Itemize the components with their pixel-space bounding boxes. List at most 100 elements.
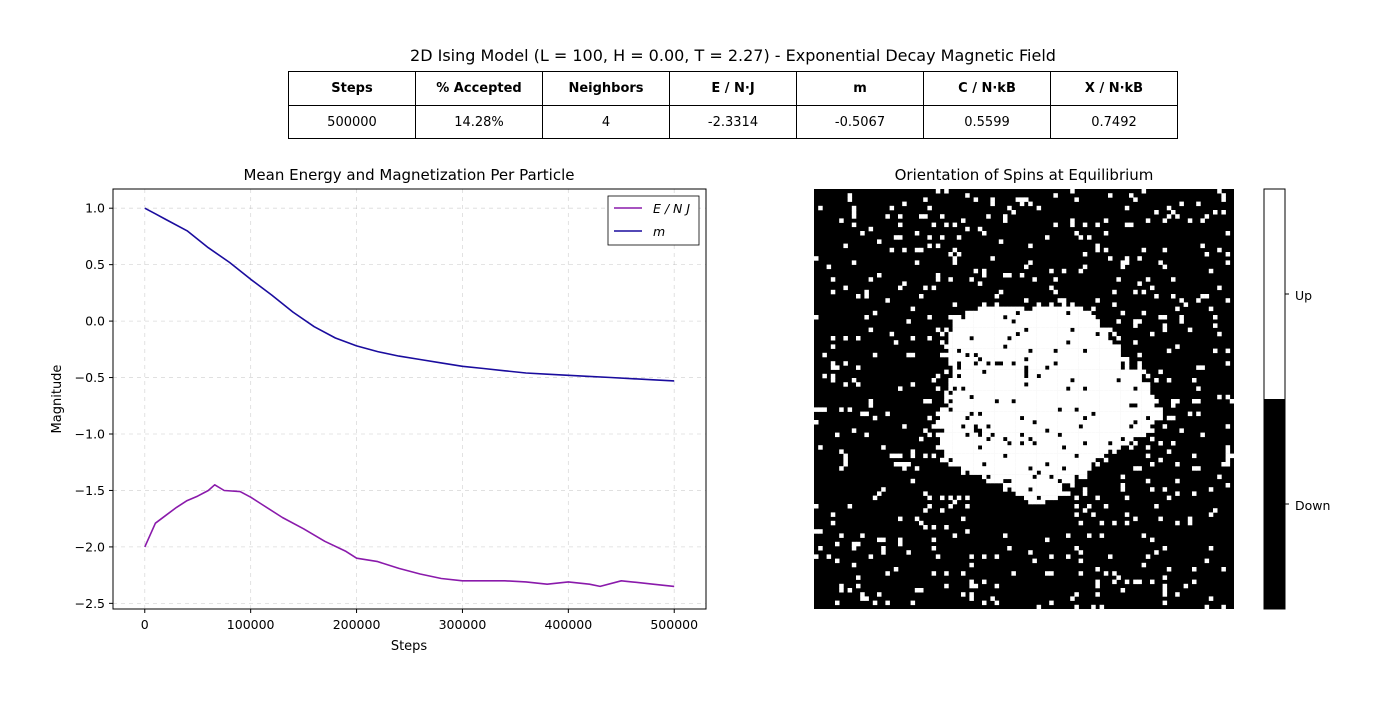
spin-up-cell: [994, 373, 1000, 379]
spin-up-cell: [1141, 394, 1147, 400]
spin-up-cell: [1007, 457, 1012, 463]
spin-up-cell: [998, 352, 1004, 358]
spin-up-cell: [1007, 373, 1012, 379]
spin-up-cell: [982, 319, 987, 324]
spin-up-cell: [1028, 352, 1033, 358]
spin-up-cell: [1007, 436, 1012, 442]
spin-up-cell: [814, 256, 819, 261]
spin-up-cell: [1112, 571, 1117, 576]
spin-up-cell: [1024, 441, 1029, 446]
spin-up-cell: [1204, 214, 1210, 219]
spin-up-cell: [1120, 382, 1126, 387]
spin-up-cell: [1087, 331, 1092, 337]
spin-up-cell: [1124, 222, 1130, 228]
spin-up-cell: [1095, 449, 1100, 454]
spin-up-cell: [1145, 394, 1151, 400]
spin-up-cell: [1007, 369, 1012, 375]
spin-up-cell: [843, 382, 848, 387]
spin-up-cell: [1019, 478, 1025, 484]
spin-up-cell: [1045, 348, 1050, 354]
spin-up-cell: [1045, 386, 1050, 391]
spin-up-cell: [919, 436, 924, 442]
spin-up-cell: [1057, 462, 1063, 467]
spin-up-cell: [847, 193, 853, 198]
spin-up-cell: [1166, 495, 1172, 501]
spin-up-cell: [1024, 394, 1029, 400]
spin-up-cell: [818, 529, 823, 534]
y-tick-label: −1.5: [75, 483, 105, 498]
spin-up-cell: [1099, 399, 1105, 404]
spin-up-cell: [1015, 424, 1021, 429]
spin-up-cell: [977, 281, 983, 286]
spin-up-cell: [1053, 289, 1058, 295]
spin-up-cell: [965, 226, 970, 232]
spin-up-cell: [843, 285, 848, 291]
spin-up-cell: [998, 382, 1004, 387]
spin-up-cell: [1066, 474, 1071, 480]
spin-up-cell: [982, 436, 987, 442]
spin-up-cell: [1045, 352, 1050, 358]
spin-up-cell: [961, 327, 966, 333]
spin-up-cell: [927, 504, 932, 509]
spin-up-cell: [1074, 373, 1079, 379]
spin-up-cell: [1015, 323, 1021, 328]
spin-up-cell: [1036, 348, 1042, 354]
spin-up-cell: [973, 441, 979, 446]
spin-up-cell: [1175, 214, 1180, 219]
spin-up-cell: [906, 352, 911, 358]
spin-up-cell: [1036, 382, 1042, 387]
spin-up-cell: [982, 327, 987, 333]
spin-up-cell: [948, 348, 953, 354]
spin-up-cell: [1007, 361, 1012, 366]
spin-up-cell: [1045, 432, 1050, 438]
spin-up-cell: [1066, 453, 1071, 459]
spin-up-cell: [1103, 247, 1109, 253]
spin-up-cell: [1091, 382, 1096, 387]
spin-up-cell: [1074, 411, 1079, 417]
spin-up-cell: [1091, 348, 1096, 354]
spin-up-cell: [1036, 306, 1042, 312]
spin-up-cell: [1187, 516, 1193, 522]
spin-up-cell: [961, 352, 966, 358]
spin-up-cell: [990, 407, 995, 412]
spin-up-cell: [1045, 571, 1050, 576]
spin-up-cell: [1040, 403, 1046, 408]
spin-up-cell: [1091, 319, 1096, 324]
spin-up-cell: [1019, 420, 1025, 425]
spin-up-cell: [1053, 193, 1058, 198]
spin-up-cell: [956, 420, 962, 425]
spin-up-cell: [1028, 201, 1033, 207]
spin-up-cell: [935, 420, 941, 425]
spin-up-cell: [961, 218, 966, 223]
spin-up-cell: [1007, 432, 1012, 438]
spin-up-cell: [1066, 470, 1071, 475]
spin-up-cell: [1045, 537, 1050, 543]
spin-up-cell: [1103, 441, 1109, 446]
spin-up-cell: [898, 541, 903, 547]
spin-up-cell: [1087, 453, 1092, 459]
spin-up-cell: [1208, 546, 1214, 551]
ticks: 0 100000 200000 300000 400000 5000001.00.50.0…: [75, 201, 698, 632]
spin-up-cell: [1040, 344, 1046, 349]
spin-up-cell: [1175, 306, 1180, 312]
spin-up-cell: [986, 478, 991, 484]
spin-up-cell: [998, 403, 1004, 408]
spin-up-cell: [998, 457, 1004, 463]
spin-up-cell: [1141, 403, 1147, 408]
spin-up-cell: [1015, 352, 1021, 358]
spin-up-cell: [1049, 600, 1054, 606]
spin-up-cell: [994, 378, 1000, 383]
spin-up-cell: [1003, 470, 1008, 475]
table-value-cell: 14.28%: [415, 105, 543, 139]
spin-up-cell: [994, 306, 1000, 312]
spin-up-cell: [1133, 579, 1138, 585]
spin-up-cell: [998, 428, 1004, 433]
spin-up-cell: [927, 235, 932, 240]
spin-up-cell: [1057, 424, 1063, 429]
spin-up-cell: [948, 432, 953, 438]
spin-up-cell: [940, 415, 945, 421]
spin-up-cell: [1074, 336, 1079, 341]
spin-up-cell: [1045, 319, 1050, 324]
spin-up-cell: [965, 411, 970, 417]
